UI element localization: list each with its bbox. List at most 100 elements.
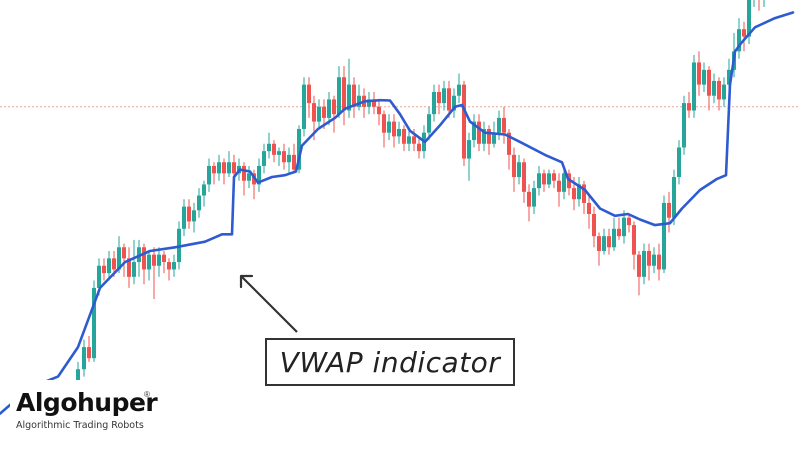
candle-body xyxy=(327,99,331,118)
candle-body xyxy=(307,84,311,104)
candle-body xyxy=(412,136,416,144)
candle-body xyxy=(442,88,446,104)
candle-body xyxy=(652,254,656,266)
candle-body xyxy=(737,29,741,52)
candle-body xyxy=(452,95,456,111)
candle-body xyxy=(97,265,101,288)
candle-body xyxy=(407,136,411,144)
candle-body xyxy=(272,143,276,155)
candle-body xyxy=(372,99,376,107)
candle-body xyxy=(172,262,176,270)
candle-body xyxy=(427,114,431,133)
candle-body xyxy=(577,184,581,200)
vwap-indicator-label: VWAP indicator xyxy=(279,345,501,379)
candle-body xyxy=(82,347,86,370)
candle-body xyxy=(447,88,451,111)
candle-body xyxy=(722,84,726,100)
candle-body xyxy=(217,162,221,174)
candle-body xyxy=(432,92,436,115)
candle-body xyxy=(312,103,316,122)
candle-body xyxy=(292,154,296,170)
candle-body xyxy=(632,225,636,255)
candle-body xyxy=(497,117,501,133)
candle-body xyxy=(462,84,466,159)
candle-body xyxy=(262,151,266,166)
candle-body xyxy=(607,236,611,248)
candle-body xyxy=(187,206,191,222)
callout-arrow xyxy=(239,274,298,333)
candle-body xyxy=(352,84,356,107)
candle-body xyxy=(147,254,151,270)
candle-body xyxy=(402,128,406,144)
brand-name: Algohuper xyxy=(16,388,158,417)
candle-body xyxy=(357,95,361,107)
candle-body xyxy=(297,128,301,170)
candle-body xyxy=(212,165,216,174)
candle-body xyxy=(597,236,601,251)
candle-body xyxy=(302,84,306,129)
candle-body xyxy=(637,254,641,277)
candle-body xyxy=(232,162,236,174)
candle-body xyxy=(417,143,421,152)
candle-body xyxy=(337,77,341,115)
candle-body xyxy=(282,151,286,163)
candle-body xyxy=(267,143,271,152)
candle-body xyxy=(502,117,506,133)
candle-body xyxy=(382,114,386,133)
candle-body xyxy=(602,236,606,251)
candle-body xyxy=(202,184,206,196)
candle-body xyxy=(547,173,551,185)
candle-body xyxy=(697,62,701,85)
candle-body xyxy=(477,121,481,144)
candle-body xyxy=(492,132,496,144)
candle-body xyxy=(672,177,676,218)
candle-body xyxy=(257,165,261,185)
candle-body xyxy=(167,262,171,270)
candle-body xyxy=(227,162,231,174)
candle-body xyxy=(587,202,591,214)
candle-body xyxy=(707,69,711,96)
candle-body xyxy=(727,69,731,85)
candle-body xyxy=(572,188,576,200)
candle-body xyxy=(102,265,106,274)
arrow-shaft xyxy=(240,275,298,333)
candle-body xyxy=(242,165,246,181)
candle-body xyxy=(472,121,476,141)
vwap-line xyxy=(0,11,795,415)
candle-body xyxy=(367,99,371,107)
candle-body xyxy=(667,202,671,218)
candle-body xyxy=(512,154,516,178)
candle-body xyxy=(487,128,491,144)
candle-body xyxy=(92,287,96,359)
candle-body xyxy=(112,258,116,270)
candle-body xyxy=(437,92,441,104)
candle-body xyxy=(702,69,706,85)
candle-body xyxy=(617,228,621,237)
candle-body xyxy=(747,0,751,37)
candle-body xyxy=(742,29,746,37)
brand-tagline: Algorithmic Trading Robots xyxy=(16,420,144,431)
candle-body xyxy=(277,151,281,155)
candle-body xyxy=(532,188,536,207)
candle-body xyxy=(712,80,716,96)
candle-body xyxy=(132,262,136,277)
candle-body xyxy=(332,99,336,115)
candle-body xyxy=(457,84,461,96)
candle-body xyxy=(127,258,131,277)
candle-body xyxy=(542,173,546,185)
candle-body xyxy=(517,162,521,178)
candle-body xyxy=(527,191,531,207)
candle-body xyxy=(647,250,651,266)
candle-body xyxy=(622,217,626,237)
candle-body xyxy=(197,195,201,211)
candle-body xyxy=(467,140,471,159)
candle-body xyxy=(522,162,526,192)
candle-body xyxy=(347,84,351,111)
candlestick-series xyxy=(61,0,765,429)
candle-body xyxy=(657,254,661,270)
candle-body xyxy=(662,202,666,270)
candle-body xyxy=(317,106,321,122)
candle-body xyxy=(322,106,326,118)
candle-body xyxy=(562,173,566,192)
